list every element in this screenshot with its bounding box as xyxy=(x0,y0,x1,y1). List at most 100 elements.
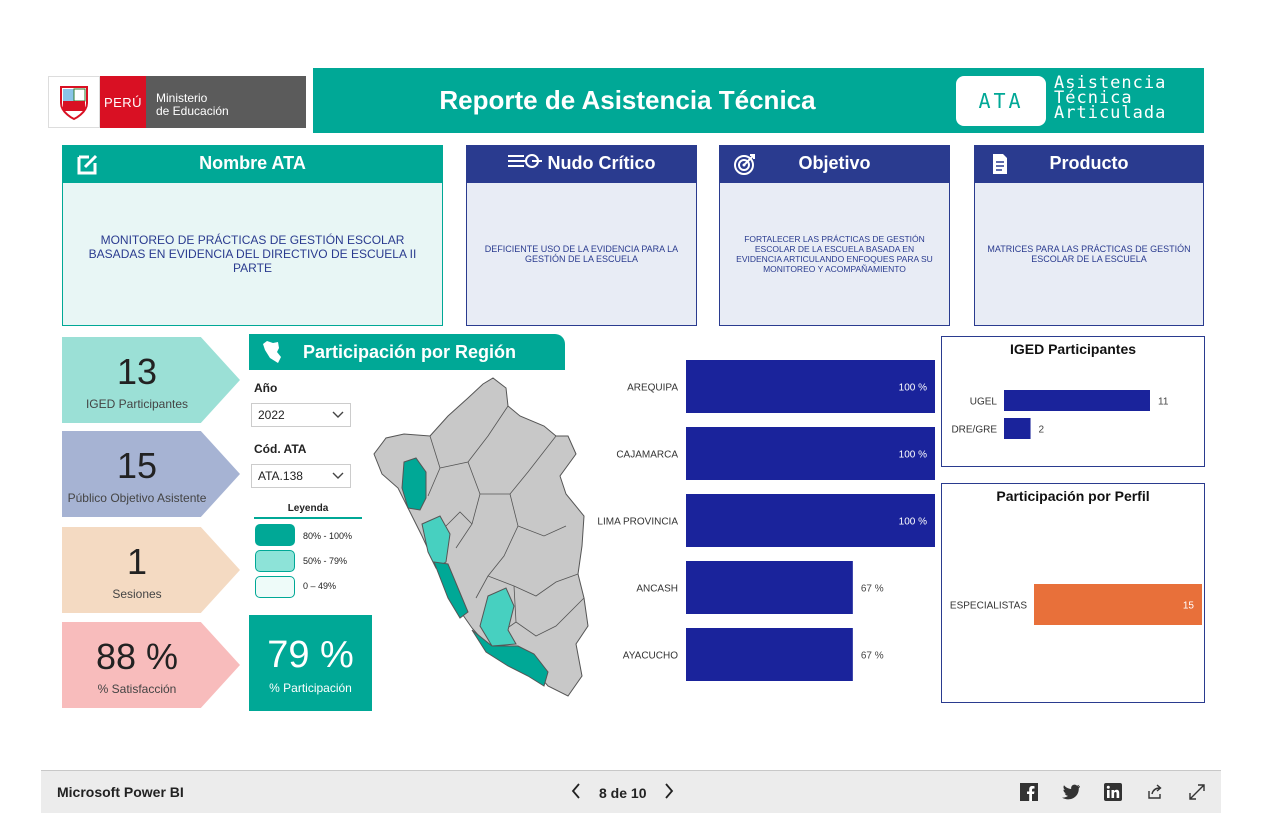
kpi-value: 13 xyxy=(116,351,158,392)
kpi-value: 1 xyxy=(126,541,148,582)
legend-swatch-mid xyxy=(255,550,295,572)
bar-value-label: 11 xyxy=(1158,397,1169,408)
bar-category-label: DRE/GRE xyxy=(951,425,997,436)
bar xyxy=(686,360,935,413)
card-nombre-body: MONITOREO DE PRÁCTICAS DE GESTIÓN ESCOLA… xyxy=(62,182,443,326)
brand-line1: Asistencia xyxy=(1054,73,1167,93)
card-nudo-title: Nudo Crítico xyxy=(547,153,656,173)
region-ayacucho xyxy=(479,587,517,647)
target-icon xyxy=(733,152,757,176)
ata-brand-text: Asistencia Técnica Articulada xyxy=(1054,73,1194,123)
bar xyxy=(686,628,853,681)
node-icon xyxy=(507,152,542,175)
card-producto-title: Producto xyxy=(1049,153,1129,173)
logo-ministry: Ministerio de Educación xyxy=(146,76,306,128)
share-icon[interactable] xyxy=(1145,782,1165,802)
legend-title: Leyenda xyxy=(254,503,362,519)
header-bar xyxy=(313,68,1204,133)
kpi-value: 15 xyxy=(116,445,158,486)
card-producto-header: Producto xyxy=(974,145,1204,182)
linkedin-icon[interactable] xyxy=(1103,782,1123,802)
kpi-iged-participantes: 13 IGED Participantes xyxy=(62,337,240,423)
map-outline xyxy=(373,377,589,697)
year-label: Año xyxy=(254,381,278,395)
twitter-icon[interactable] xyxy=(1061,782,1081,802)
legend-swatch-low xyxy=(255,576,295,598)
perfil-bar-chart: ESPECIALISTAS 15 xyxy=(950,584,1202,625)
year-value: 2022 xyxy=(258,408,285,422)
kpi-publico-objetivo: 15 Público Objetivo Asistente xyxy=(62,431,240,517)
region-cajamarca xyxy=(401,457,427,511)
coat-of-arms-icon xyxy=(48,76,100,128)
bar-value-label: 100 % xyxy=(899,450,927,461)
iged-panel: IGED Participantes UGEL 11 DRE/GRE 2 xyxy=(941,336,1205,467)
kpi-sesiones: 1 Sesiones xyxy=(62,527,240,613)
edit-icon xyxy=(76,152,100,176)
fullscreen-icon[interactable] xyxy=(1187,782,1207,802)
card-nombre-header: Nombre ATA xyxy=(62,145,443,182)
peru-map-icon xyxy=(261,340,283,369)
brand-line3: Articulada xyxy=(1054,103,1167,123)
legend-label-mid: 50% - 79% xyxy=(303,556,348,566)
legend-label-low: 0 – 49% xyxy=(303,581,337,591)
chevron-down-icon xyxy=(332,408,344,422)
participation-label: % Participación xyxy=(269,681,352,695)
code-select[interactable]: ATA.138 xyxy=(251,464,351,488)
region-header: Participación por Región xyxy=(249,334,565,370)
kpi-label: IGED Participantes xyxy=(85,397,189,411)
chevron-left-icon[interactable] xyxy=(571,783,581,802)
logo-ministry-line2: de Educación xyxy=(156,104,229,118)
bar-category-label: AYACUCHO xyxy=(623,651,678,662)
participation-value: 79 % xyxy=(267,634,354,676)
bar-category-label: CAJAMARCA xyxy=(616,450,678,461)
facebook-icon[interactable] xyxy=(1019,782,1039,802)
bar-value-label: 67 % xyxy=(861,584,884,595)
bar-value-label: 100 % xyxy=(899,517,927,528)
bar-value-label: 15 xyxy=(1183,601,1195,612)
region-lima xyxy=(433,561,469,619)
document-icon xyxy=(988,152,1012,176)
participation-kpi: 79 % % Participación xyxy=(249,615,372,711)
bar xyxy=(686,427,935,480)
powerbi-footer: Microsoft Power BI 8 de 10 xyxy=(41,770,1221,813)
chevron-right-icon[interactable] xyxy=(664,783,674,802)
bar-category-label: UGEL xyxy=(970,397,998,408)
code-label: Cód. ATA xyxy=(254,442,307,456)
kpi-satisfaccion: 88 % % Satisfacción xyxy=(62,622,240,708)
perfil-title: Participación por Perfil xyxy=(996,488,1150,504)
bar-value-label: 67 % xyxy=(861,651,884,662)
logo-country: PERÚ xyxy=(100,76,146,128)
brand-line2: Técnica xyxy=(1054,88,1133,108)
bar xyxy=(1034,584,1202,625)
kpi-label: Público Objetivo Asistente xyxy=(67,491,207,505)
legend-label-high: 80% - 100% xyxy=(303,531,353,541)
kpi-value: 88 % xyxy=(95,636,179,677)
ata-badge: ATA xyxy=(956,76,1046,126)
powerbi-brand[interactable]: Microsoft Power BI xyxy=(57,784,184,800)
bar xyxy=(686,494,935,547)
bar xyxy=(1004,418,1031,439)
iged-bar-chart: UGEL 11 DRE/GRE 2 xyxy=(951,390,1169,439)
bar-category-label: ANCASH xyxy=(636,584,678,595)
pager: 8 de 10 xyxy=(571,771,674,814)
bar xyxy=(686,561,853,614)
kpi-label: % Satisfacción xyxy=(97,682,177,696)
bar-category-label: LIMA PROVINCIA xyxy=(597,517,678,528)
region-title: Participación por Región xyxy=(303,341,517,362)
card-objetivo-title: Objetivo xyxy=(798,153,871,173)
bar xyxy=(1004,390,1150,411)
card-nudo-header: Nudo Crítico xyxy=(466,145,697,182)
card-producto-body: MATRICES PARA LAS PRÁCTICAS DE GESTIÓN E… xyxy=(974,182,1204,326)
card-objetivo-header: Objetivo xyxy=(719,145,950,182)
page-title: Reporte de Asistencia Técnica xyxy=(439,85,816,115)
year-select[interactable]: 2022 xyxy=(251,403,351,427)
bar-category-label: ESPECIALISTAS xyxy=(950,601,1027,612)
peru-region-map[interactable] xyxy=(368,376,598,700)
kpi-label: Sesiones xyxy=(112,587,162,601)
card-nudo-body: DEFICIENTE USO DE LA EVIDENCIA PARA LA G… xyxy=(466,182,697,326)
region-bar-chart: AREQUIPA 100 % CAJAMARCA 100 % LIMA PROVINCI… xyxy=(597,360,935,681)
bar-value-label: 100 % xyxy=(899,383,927,394)
minedu-logo: PERÚ Ministerio de Educación xyxy=(48,76,306,128)
code-value: ATA.138 xyxy=(258,469,303,483)
legend-swatch-high xyxy=(255,524,295,546)
